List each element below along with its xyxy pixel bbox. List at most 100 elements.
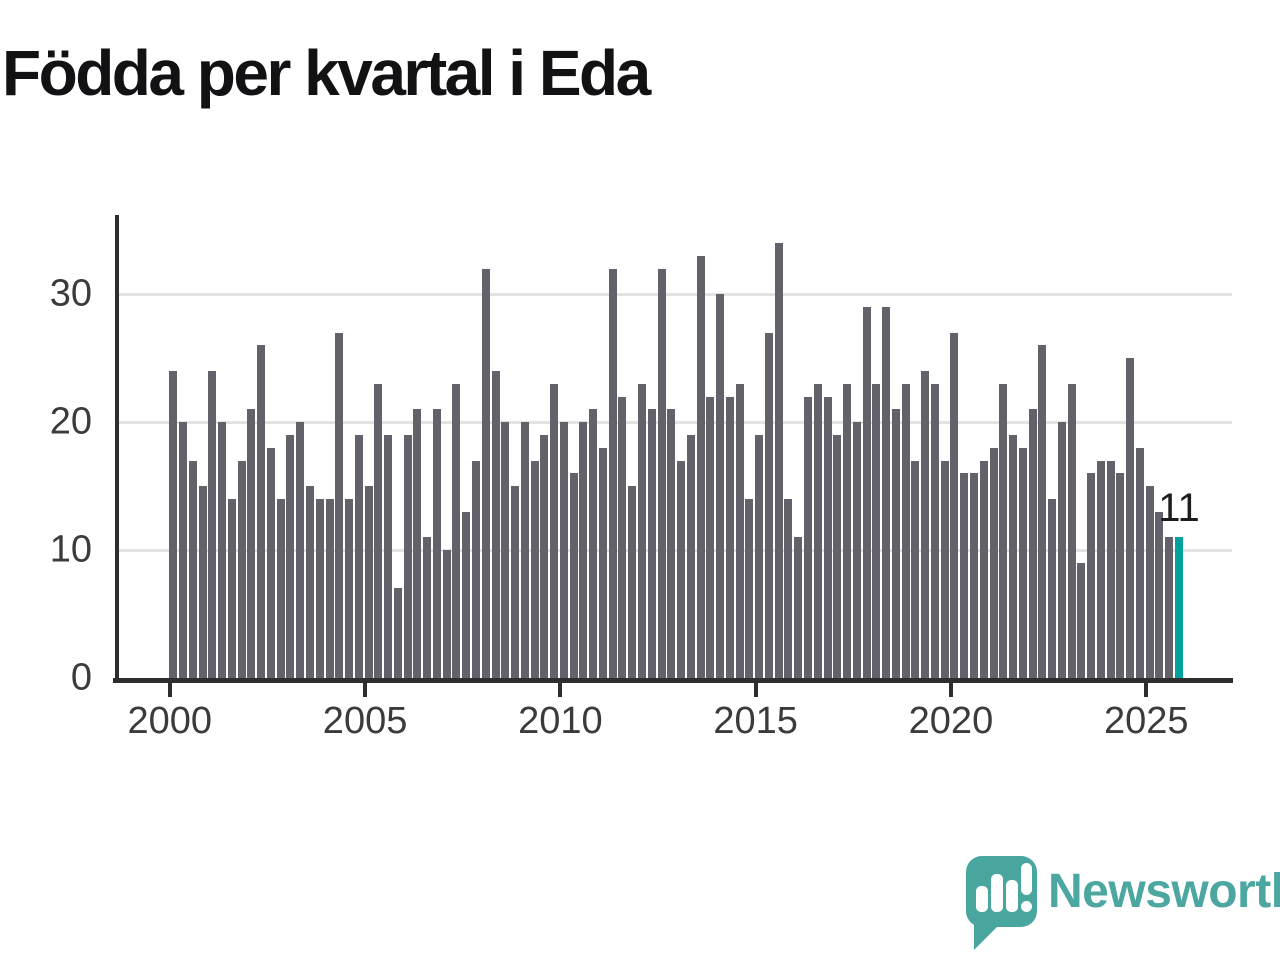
bar [227,498,236,678]
bar [657,268,666,678]
bar [930,383,939,678]
bar [774,243,783,678]
bar [188,460,197,678]
y-axis-tick-label: 0 [70,656,92,699]
bar [511,486,520,678]
bar [208,371,217,678]
bar [423,537,432,678]
x-axis-tick-label: 2025 [1103,700,1189,742]
x-axis-tick-label: 2010 [518,700,603,742]
bar [833,434,842,678]
logo-exclamation-dot-icon [1021,901,1032,912]
bar [1106,460,1115,678]
bar [198,486,207,678]
bar [393,588,402,678]
bar [257,345,266,678]
x-axis-tick-label: 2000 [127,700,213,742]
x-axis-tick [948,683,953,697]
y-axis-line [115,215,119,683]
bar [1135,447,1144,678]
bar [950,332,959,678]
bar [628,486,637,678]
bar [1126,358,1135,678]
bar [813,383,822,678]
bar [794,537,803,678]
bar [803,396,812,678]
x-axis-tick-label: 2005 [322,700,408,742]
bar [276,498,285,678]
bar [1116,473,1125,678]
bar [335,332,344,678]
bar [218,422,227,678]
bar [784,498,793,678]
logo-wordmark: Newsworthy [1048,865,1280,918]
bar [266,447,275,678]
bar [1048,498,1057,678]
x-axis-tick-label: 2020 [908,700,994,742]
bar [237,460,246,678]
bar [364,486,373,678]
bar [1165,537,1174,678]
bar [1155,511,1164,678]
bar [989,447,998,678]
bar [1038,345,1047,678]
gridline [117,293,1232,297]
logo-speech-bubble-tail [974,924,1000,950]
x-axis-tick [753,683,758,697]
bar [716,294,725,678]
bar [618,396,627,678]
bar [315,498,324,678]
bar [882,307,891,678]
bar [559,422,568,678]
bar [247,409,256,678]
bar [598,447,607,678]
bar [1077,562,1086,678]
bar [452,383,461,678]
bar [550,383,559,678]
last-value-annotation: 11 [1158,486,1200,530]
bar [755,434,764,678]
bar [1009,434,1018,678]
bar [403,434,412,678]
logo-mini-bar-icon [991,874,1003,912]
x-axis-tick [363,683,368,697]
y-axis-tick-label: 10 [49,528,92,571]
bar [540,434,549,678]
bar [891,409,900,678]
bar [442,550,451,678]
bar [374,383,383,678]
bar [1096,460,1105,678]
bar [862,307,871,678]
bar [530,460,539,678]
bar [921,371,930,678]
bar [286,434,295,678]
bar [706,396,715,678]
bar [667,409,676,678]
bar [569,473,578,678]
logo-mini-bar-icon [1006,880,1018,912]
bar [354,434,363,678]
bar [969,473,978,678]
bar [471,460,480,678]
highlighted-bar [1175,537,1184,678]
bar [735,383,744,678]
bar [384,434,393,678]
x-axis-line [113,678,1233,683]
bar [940,460,949,678]
bar [306,486,314,678]
bar [872,383,881,678]
bar [179,422,188,678]
bar [501,422,510,678]
bar [169,371,178,678]
bar [491,371,500,678]
x-axis-tick [558,683,563,697]
bar [1087,473,1096,678]
x-axis-tick [167,683,172,697]
bar [325,498,334,678]
bar [901,383,910,678]
bar [579,422,588,678]
logo-mini-bar-icon [976,886,988,912]
bar [345,498,354,678]
bar [843,383,852,678]
